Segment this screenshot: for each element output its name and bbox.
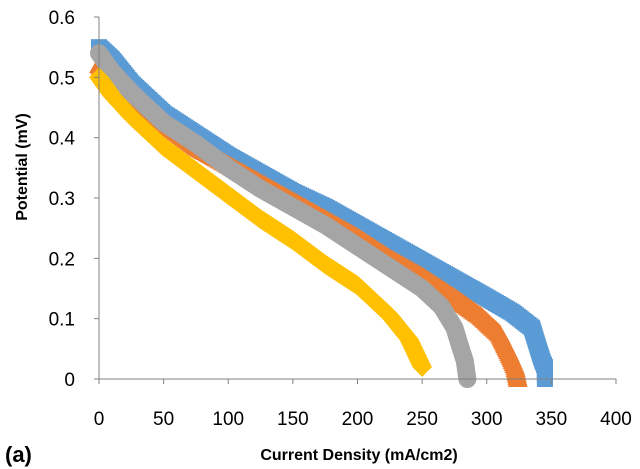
axis-ticks: 0 0.1 0.2 0.3 0.4 0.5 0.6 0 50 100 150 200 250 300 350… <box>49 8 632 430</box>
y-tick-label: 0.5 <box>49 68 75 89</box>
x-axis-title: Current Density (mA/cm2) <box>260 447 457 464</box>
x-tick-label: 0 <box>94 409 105 430</box>
y-axis-title: Potential (mV) <box>14 113 31 221</box>
panel-label: (a) <box>5 442 32 467</box>
x-tick-label: 400 <box>600 409 632 430</box>
x-tick-label: 350 <box>536 409 568 430</box>
y-tick-label: 0 <box>64 370 75 391</box>
data-point <box>412 356 433 377</box>
data-point <box>507 369 528 387</box>
x-tick-label: 300 <box>471 409 503 430</box>
data-markers <box>89 39 553 388</box>
x-tick-label: 100 <box>212 409 244 430</box>
x-tick-label: 150 <box>277 409 309 430</box>
x-tick-label: 250 <box>406 409 438 430</box>
y-tick-label: 0.3 <box>49 189 75 210</box>
y-tick-label: 0.4 <box>49 129 76 150</box>
y-tick-label: 0.1 <box>49 310 75 331</box>
y-tick-label: 0.6 <box>49 8 75 29</box>
series-circle-markers <box>90 44 477 388</box>
x-tick-label: 50 <box>153 409 174 430</box>
x-tick-label: 200 <box>342 409 374 430</box>
y-tick-label: 0.2 <box>49 249 75 270</box>
